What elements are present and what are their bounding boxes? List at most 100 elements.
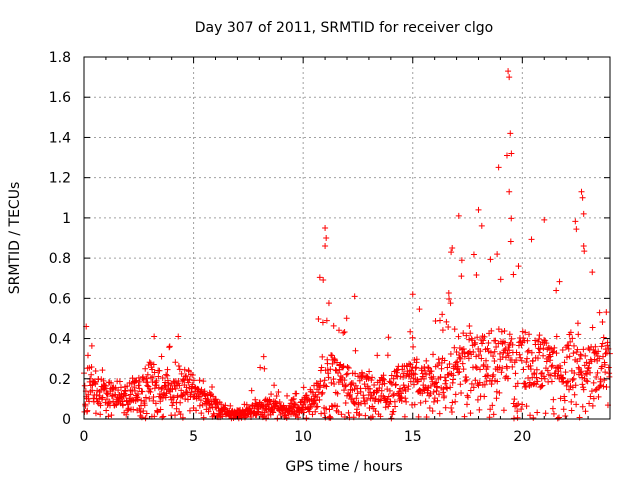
data-point	[417, 399, 424, 406]
data-point	[559, 374, 566, 381]
data-point	[343, 315, 350, 322]
data-point	[539, 369, 546, 376]
data-point	[487, 256, 494, 263]
data-point	[166, 343, 173, 350]
data-point	[268, 391, 275, 398]
data-point	[136, 405, 143, 412]
plot-frame	[83, 56, 611, 420]
data-point	[410, 343, 417, 350]
data-point	[261, 409, 268, 416]
data-point	[323, 235, 330, 241]
x-tick-label: 10	[294, 429, 312, 445]
data-point	[580, 243, 587, 250]
data-point	[218, 401, 225, 408]
data-point	[481, 393, 488, 400]
data-point	[172, 359, 179, 366]
data-point	[569, 335, 576, 342]
data-point	[480, 337, 487, 344]
data-point	[570, 375, 577, 382]
data-point	[387, 379, 394, 386]
data-point	[440, 386, 447, 393]
x-tick-label: 20	[513, 429, 531, 445]
data-point	[319, 389, 326, 396]
data-point	[596, 355, 603, 362]
data-point	[443, 318, 450, 325]
data-point	[430, 373, 437, 380]
data-point	[318, 410, 325, 417]
data-point	[507, 130, 514, 137]
data-point	[581, 248, 588, 255]
data-point	[518, 342, 525, 349]
data-point	[550, 396, 557, 403]
data-point	[564, 378, 571, 385]
data-point	[566, 353, 573, 360]
data-point	[507, 238, 514, 245]
data-point	[405, 383, 412, 390]
data-point	[323, 317, 330, 324]
data-point	[512, 370, 519, 377]
data-point	[493, 388, 500, 395]
data-point	[452, 398, 459, 405]
data-point	[569, 376, 576, 383]
data-point	[323, 383, 330, 390]
data-point	[352, 370, 359, 377]
data-point	[582, 352, 589, 359]
data-point	[472, 363, 479, 370]
data-point	[592, 386, 599, 393]
data-point	[172, 385, 179, 392]
data-point	[584, 378, 591, 385]
data-point	[162, 394, 169, 401]
data-point	[557, 395, 564, 402]
data-point	[477, 366, 484, 373]
data-point	[273, 392, 280, 399]
data-point	[580, 210, 587, 217]
data-point	[601, 377, 608, 384]
data-point	[458, 273, 465, 280]
data-point	[599, 318, 606, 325]
data-point	[429, 407, 436, 414]
data-point	[334, 403, 341, 410]
data-point	[178, 370, 185, 377]
data-point	[151, 413, 158, 420]
data-point	[467, 410, 474, 417]
data-point	[434, 397, 441, 404]
data-point	[163, 371, 170, 378]
data-point	[122, 392, 129, 399]
data-point	[206, 389, 213, 396]
data-point	[453, 348, 460, 355]
x-tick-label: 5	[189, 429, 198, 445]
data-point	[514, 408, 521, 415]
data-point	[88, 342, 95, 349]
data-point	[518, 406, 525, 413]
data-point	[300, 409, 307, 416]
data-point	[418, 365, 425, 372]
data-point	[401, 384, 408, 391]
data-point	[547, 353, 554, 360]
data-point	[327, 414, 334, 421]
data-point	[155, 373, 162, 380]
data-point	[127, 391, 134, 398]
data-point	[542, 410, 549, 417]
data-point	[488, 327, 495, 334]
data-point	[116, 378, 123, 385]
data-point	[548, 363, 555, 370]
data-point	[455, 352, 462, 359]
data-point	[568, 398, 575, 405]
data-point	[595, 393, 602, 400]
data-point	[335, 409, 342, 416]
data-point	[524, 348, 531, 355]
data-point	[463, 374, 470, 381]
data-point	[391, 391, 398, 398]
data-point	[185, 379, 192, 386]
data-point	[342, 399, 349, 406]
data-point	[371, 381, 378, 388]
data-point	[88, 364, 95, 371]
data-point	[103, 396, 110, 403]
data-point	[468, 380, 475, 387]
data-point	[175, 333, 182, 340]
data-point	[315, 316, 322, 323]
data-point	[200, 414, 207, 421]
data-point	[603, 384, 610, 391]
data-point	[369, 374, 376, 381]
